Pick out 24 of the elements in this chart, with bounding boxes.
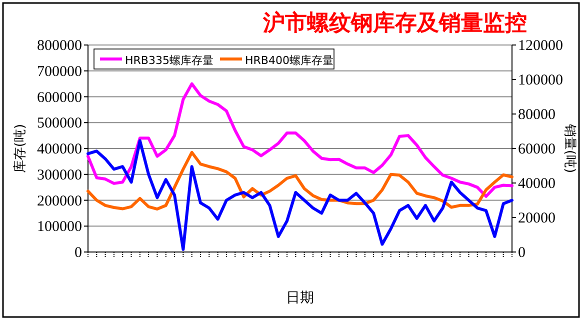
y2-tick-label: 100000 — [518, 72, 563, 88]
y2-axis-title: 销量(吨) — [562, 122, 577, 174]
y2-tick-label: 120000 — [518, 38, 563, 54]
y-axis-title: 库存(吨) — [13, 124, 28, 174]
y-tick-label: 600000 — [37, 90, 82, 106]
y2-tick-label: 40000 — [518, 176, 556, 192]
y-tick-label: 400000 — [37, 142, 82, 158]
y2-tick-label: 0 — [518, 245, 526, 261]
y-tick-label: 800000 — [37, 38, 82, 54]
legend-label: HRB335螺库存量 — [125, 54, 214, 67]
line-series — [86, 82, 514, 198]
chart-title: 沪市螺纹钢库存及销量监控 — [262, 10, 527, 36]
y2-tick-label: 20000 — [518, 210, 556, 226]
x-axis-title: 日期 — [286, 290, 314, 306]
y2-tick-label: 60000 — [518, 142, 556, 158]
line-series — [86, 150, 514, 211]
legend-label: HRB400螺库存量 — [245, 54, 334, 67]
y-tick-label: 700000 — [37, 64, 82, 80]
y-tick-label: 500000 — [37, 116, 82, 132]
y2-tick-label: 80000 — [518, 107, 556, 123]
y-tick-label: 0 — [74, 245, 82, 261]
y-tick-label: 300000 — [37, 167, 82, 184]
y-tick-label: 100000 — [37, 219, 82, 236]
y-tick-label: 200000 — [37, 193, 82, 210]
